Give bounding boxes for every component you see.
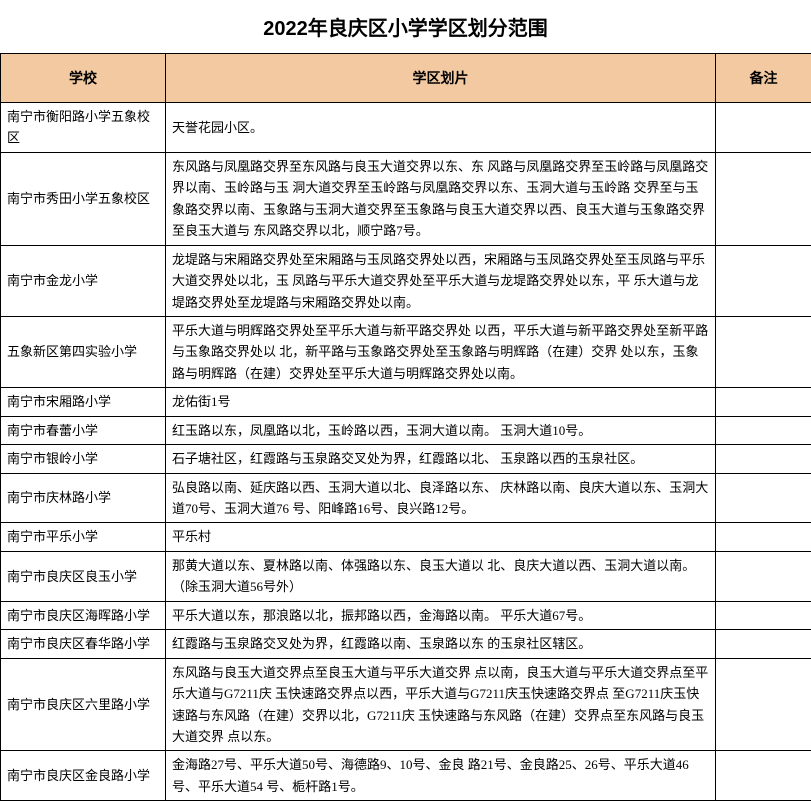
cell-remark	[716, 152, 811, 245]
cell-school: 南宁市良庆区良玉小学	[1, 551, 166, 601]
cell-school: 南宁市良庆区金良路小学	[1, 751, 166, 801]
cell-school: 南宁市平乐小学	[1, 523, 166, 551]
district-table: 学校 学区划片 备注 南宁市衡阳路小学五象校区天誉花园小区。南宁市秀田小学五象校…	[0, 53, 811, 801]
cell-school: 五象新区第四实验小学	[1, 316, 166, 387]
cell-remark	[716, 551, 811, 601]
table-row: 南宁市银岭小学石子塘社区，红霞路与玉泉路交叉处为界，红霞路以北、 玉泉路以西的玉…	[1, 445, 811, 473]
table-row: 南宁市秀田小学五象校区东风路与凤凰路交界至东风路与良玉大道交界以东、东 风路与凤…	[1, 152, 811, 245]
cell-remark	[716, 245, 811, 316]
cell-remark	[716, 103, 811, 153]
table-row: 南宁市良庆区春华路小学红霞路与玉泉路交叉处为界，红霞路以南、玉泉路以东 的玉泉社…	[1, 630, 811, 658]
cell-district: 平乐大道以东，那浪路以北，振邦路以西，金海路以南。 平乐大道67号。	[166, 601, 716, 629]
cell-remark	[716, 751, 811, 801]
cell-school: 南宁市良庆区春华路小学	[1, 630, 166, 658]
cell-district: 平乐大道与明辉路交界处至平乐大道与新平路交界处 以西，平乐大道与新平路交界处至新…	[166, 316, 716, 387]
cell-district: 弘良路以南、延庆路以西、玉洞大道以北、良泽路以东、 庆林路以南、良庆大道以东、玉…	[166, 473, 716, 523]
cell-school: 南宁市宋厢路小学	[1, 388, 166, 416]
cell-school: 南宁市秀田小学五象校区	[1, 152, 166, 245]
cell-district: 红霞路与玉泉路交叉处为界，红霞路以南、玉泉路以东 的玉泉社区辖区。	[166, 630, 716, 658]
cell-district: 天誉花园小区。	[166, 103, 716, 153]
cell-remark	[716, 523, 811, 551]
table-row: 南宁市宋厢路小学龙佑街1号	[1, 388, 811, 416]
page-title: 2022年良庆区小学学区划分范围	[0, 0, 811, 53]
cell-school: 南宁市春蕾小学	[1, 416, 166, 444]
cell-school: 南宁市庆林路小学	[1, 473, 166, 523]
table-row: 南宁市良庆区海晖路小学平乐大道以东，那浪路以北，振邦路以西，金海路以南。 平乐大…	[1, 601, 811, 629]
table-header-row: 学校 学区划片 备注	[1, 54, 811, 103]
cell-remark	[716, 445, 811, 473]
table-row: 南宁市良庆区良玉小学那黄大道以东、夏林路以南、体强路以东、良玉大道以 北、良庆大…	[1, 551, 811, 601]
document-container: 2022年良庆区小学学区划分范围 学校 学区划片 备注 南宁市衡阳路小学五象校区…	[0, 0, 811, 801]
cell-district: 石子塘社区，红霞路与玉泉路交叉处为界，红霞路以北、 玉泉路以西的玉泉社区。	[166, 445, 716, 473]
col-header-remark: 备注	[716, 54, 811, 103]
cell-remark	[716, 416, 811, 444]
cell-district: 龙佑街1号	[166, 388, 716, 416]
cell-remark	[716, 316, 811, 387]
table-row: 南宁市庆林路小学弘良路以南、延庆路以西、玉洞大道以北、良泽路以东、 庆林路以南、…	[1, 473, 811, 523]
cell-school: 南宁市衡阳路小学五象校区	[1, 103, 166, 153]
table-row: 南宁市金龙小学龙堤路与宋厢路交界处至宋厢路与玉凤路交界处以西，宋厢路与玉凤路交界…	[1, 245, 811, 316]
table-row: 南宁市良庆区六里路小学东风路与良玉大道交界点至良玉大道与平乐大道交界 点以南，良…	[1, 658, 811, 751]
cell-remark	[716, 630, 811, 658]
table-row: 五象新区第四实验小学平乐大道与明辉路交界处至平乐大道与新平路交界处 以西，平乐大…	[1, 316, 811, 387]
cell-remark	[716, 473, 811, 523]
table-row: 南宁市春蕾小学红玉路以东，凤凰路以北，玉岭路以西，玉洞大道以南。 玉洞大道10号…	[1, 416, 811, 444]
cell-remark	[716, 601, 811, 629]
table-body: 南宁市衡阳路小学五象校区天誉花园小区。南宁市秀田小学五象校区东风路与凤凰路交界至…	[1, 103, 811, 801]
cell-school: 南宁市银岭小学	[1, 445, 166, 473]
cell-district: 平乐村	[166, 523, 716, 551]
cell-school: 南宁市金龙小学	[1, 245, 166, 316]
cell-district: 东风路与凤凰路交界至东风路与良玉大道交界以东、东 风路与凤凰路交界至玉岭路与凤凰…	[166, 152, 716, 245]
cell-district: 龙堤路与宋厢路交界处至宋厢路与玉凤路交界处以西，宋厢路与玉凤路交界处至玉凤路与平…	[166, 245, 716, 316]
table-row: 南宁市良庆区金良路小学金海路27号、平乐大道50号、海德路9、10号、金良 路2…	[1, 751, 811, 801]
cell-district: 那黄大道以东、夏林路以南、体强路以东、良玉大道以 北、良庆大道以西、玉洞大道以南…	[166, 551, 716, 601]
cell-remark	[716, 658, 811, 751]
col-header-school: 学校	[1, 54, 166, 103]
table-row: 南宁市衡阳路小学五象校区天誉花园小区。	[1, 103, 811, 153]
col-header-district: 学区划片	[166, 54, 716, 103]
cell-remark	[716, 388, 811, 416]
cell-school: 南宁市良庆区六里路小学	[1, 658, 166, 751]
cell-district: 红玉路以东，凤凰路以北，玉岭路以西，玉洞大道以南。 玉洞大道10号。	[166, 416, 716, 444]
cell-district: 东风路与良玉大道交界点至良玉大道与平乐大道交界 点以南，良玉大道与平乐大道交界点…	[166, 658, 716, 751]
table-row: 南宁市平乐小学平乐村	[1, 523, 811, 551]
cell-school: 南宁市良庆区海晖路小学	[1, 601, 166, 629]
cell-district: 金海路27号、平乐大道50号、海德路9、10号、金良 路21号、金良路25、26…	[166, 751, 716, 801]
